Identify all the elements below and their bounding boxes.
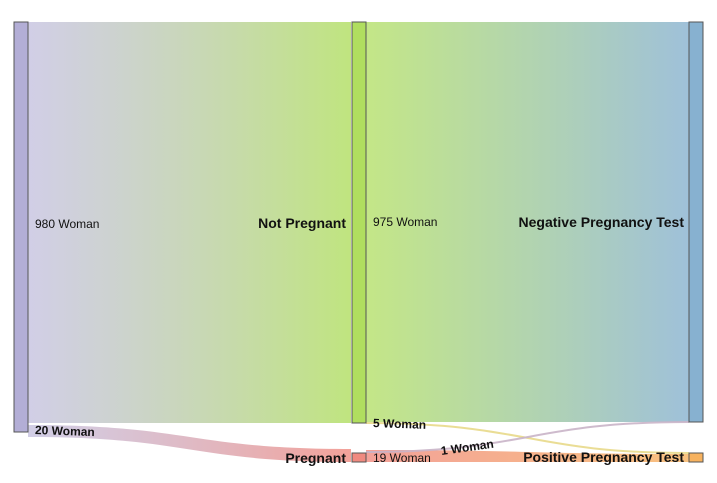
node-label-positive: Positive Pregnancy Test [523, 449, 684, 465]
flow-label-19: 19 Woman [373, 451, 431, 465]
node-pregnant[interactable] [351, 452, 367, 463]
node-not-pregnant[interactable] [351, 21, 367, 424]
flow-label-975: 975 Woman [373, 215, 437, 229]
node-label-not-pregnant: Not Pregnant [258, 215, 346, 231]
flow-source-to-not-pregnant [28, 22, 351, 423]
flow-label-980: 980 Woman [35, 217, 99, 231]
node-source[interactable] [13, 21, 29, 433]
flow-pregnant-to-positive [366, 450, 689, 462]
flow-label-20: 20 Woman [35, 423, 95, 439]
node-positive[interactable] [688, 452, 704, 463]
node-negative[interactable] [688, 21, 704, 423]
flow-not-pregnant-to-negative [366, 22, 689, 422]
node-label-pregnant: Pregnant [285, 450, 346, 466]
flow-label-5: 5 Woman [373, 416, 427, 432]
flow-source-to-pregnant [28, 425, 351, 462]
flow-pregnant-to-negative [365, 421, 690, 453]
node-label-negative: Negative Pregnancy Test [519, 214, 685, 230]
